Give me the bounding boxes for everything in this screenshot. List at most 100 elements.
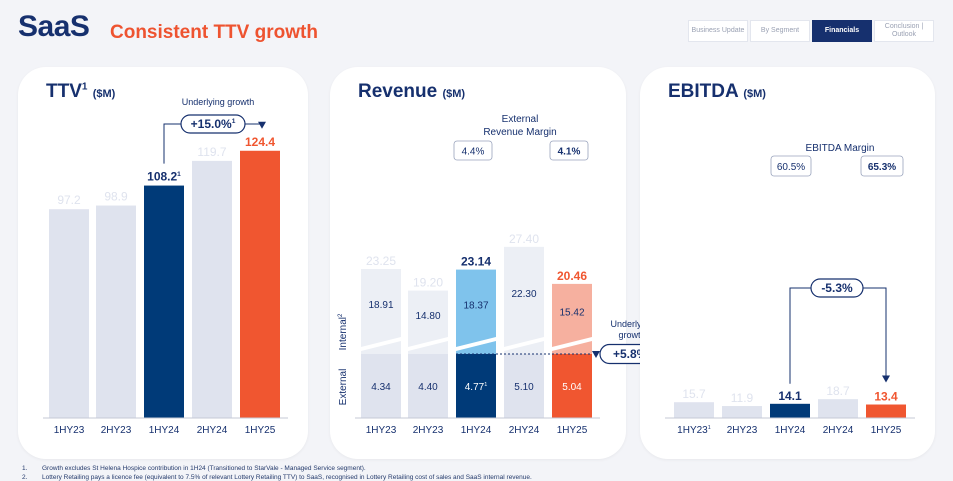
ebitda-x-tick-1HY23: 1HY231 — [677, 425, 711, 436]
revenue-title: Revenue ($M) — [358, 81, 466, 102]
revenue-growth-arrow — [592, 351, 600, 358]
ebitda-bar-1HY23 — [674, 402, 714, 418]
revenue-external-bar-1HY23 — [361, 354, 401, 418]
ebitda-x-tick-2HY24: 2HY24 — [823, 425, 854, 436]
revenue-chart: 4.34 18.91 23.25 1HY23 4.40 14.80 19.20 2HY23 4.… — [338, 114, 665, 436]
ebitda-annotation-pill — [810, 278, 864, 298]
revenue-annotation-label-line2: growth — [618, 330, 645, 340]
page-title: Consistent TTV growth — [110, 22, 318, 43]
revenue-internal-bar-2HY24 — [504, 246, 544, 354]
revenue-external-bar-1HY24 — [456, 354, 496, 418]
revenue-margin-value-1HY25-box — [549, 140, 589, 161]
ebitda-annotation-arrow — [882, 375, 890, 383]
ebitda-margin-value-1HY25-box — [860, 155, 904, 177]
revenue-external-bar-2HY24 — [504, 354, 544, 418]
revenue-external-bar-2HY23 — [408, 354, 448, 418]
revenue-axis-label-internal: Internal2 — [338, 313, 349, 350]
revenue-margin-value-1HY23: 4.4% — [462, 147, 485, 158]
revenue-annotation-label: Underlying — [610, 319, 653, 329]
revenue-margin-title: External — [502, 114, 539, 125]
ebitda-annotation-value: -5.3% — [821, 281, 853, 295]
ttv-bar-2HY23 — [96, 205, 136, 418]
revenue-total-label-1HY24: 23.14 — [461, 255, 491, 269]
footnote-1: 1. Growth excludes St Helena Hospice cont… — [22, 465, 366, 472]
ttv-panel: TTV1 ($M) 97.2 1HY23 98.9 2HY23 108.21 1HY24 1… — [18, 67, 308, 459]
ttv-value-label-2HY24: 119.7 — [197, 145, 226, 159]
ebitda-bar-2HY24 — [818, 399, 858, 418]
revenue-external-label-1HY25: 5.04 — [562, 382, 582, 393]
ttv-x-tick-1HY24: 1HY24 — [149, 425, 180, 436]
ttv-value-label-1HY25: 124.4 — [245, 135, 275, 149]
ebitda-bar-1HY25 — [866, 404, 906, 418]
ebitda-title: EBITDA ($M) — [668, 81, 766, 102]
ebitda-bar-2HY23 — [722, 406, 762, 418]
ebitda-value-label-1HY25: 13.4 — [874, 390, 898, 404]
revenue-total-label-2HY24: 27.40 — [509, 232, 539, 246]
revenue-axis-break-2HY24 — [504, 337, 544, 351]
revenue-total-label-2HY23: 19.20 — [413, 276, 443, 290]
brand-title: SaaS — [18, 10, 90, 43]
ttv-bar-1HY25 — [240, 150, 280, 418]
ttv-annotation-value: +15.0%1 — [191, 117, 236, 131]
ebitda-panel: EBITDA ($M) 15.7 1HY231 11.9 2HY23 14.1 1HY24… — [640, 67, 935, 459]
ttv-value-label-1HY23: 97.2 — [57, 193, 81, 207]
ttv-annotation-pill — [180, 114, 246, 134]
tab-conclusion-outlook[interactable]: Conclusion | Outlook — [874, 20, 934, 42]
ebitda-margin-value-1HY23-box — [770, 155, 812, 177]
revenue-internal-label-2HY23: 14.80 — [415, 311, 440, 322]
ebitda-x-tick-1HY24: 1HY24 — [775, 425, 806, 436]
revenue-margin-value-1HY23-box — [453, 140, 493, 161]
revenue-axis-break-2HY23 — [408, 337, 448, 351]
ttv-title: TTV1 ($M) — [46, 81, 116, 102]
ebitda-value-label-2HY23: 11.9 — [731, 391, 754, 405]
ttv-x-tick-2HY23: 2HY23 — [101, 425, 132, 436]
tab-financials[interactable]: Financials — [812, 20, 872, 42]
revenue-x-tick-1HY25: 1HY25 — [557, 425, 588, 436]
revenue-external-label-1HY24: 4.771 — [465, 382, 488, 393]
footnote-2: 2. Lottery Retailing pays a licence fee (… — [22, 474, 532, 481]
revenue-axis-break-1HY24 — [456, 337, 496, 351]
revenue-panel: Revenue ($M) 4.34 18.91 23.25 1HY23 4.40 14.8… — [330, 67, 665, 459]
ttv-value-label-1HY24: 108.21 — [147, 170, 181, 184]
ttv-annotation-label: Underlying growth — [182, 97, 255, 107]
revenue-axis-label-external: External — [338, 369, 349, 406]
ebitda-value-label-1HY23: 15.7 — [682, 387, 706, 401]
revenue-external-bar-1HY25 — [552, 354, 592, 418]
ebitda-x-tick-2HY23: 2HY23 — [727, 425, 758, 436]
ttv-bar-1HY23 — [49, 209, 89, 418]
ebitda-margin-value-1HY25: 65.3% — [868, 162, 896, 173]
tab-by-segment[interactable]: By Segment — [750, 20, 810, 42]
revenue-axis-break-1HY23 — [361, 337, 401, 351]
ttv-x-tick-2HY24: 2HY24 — [197, 425, 228, 436]
ebitda-margin-title: EBITDA Margin — [806, 143, 875, 154]
ebitda-margin-value-1HY23: 60.5% — [777, 162, 805, 173]
revenue-total-label-1HY25: 20.46 — [557, 269, 587, 283]
revenue-margin-value-1HY25: 4.1% — [558, 147, 581, 158]
revenue-internal-label-1HY23: 18.91 — [368, 300, 393, 311]
ttv-x-tick-1HY23: 1HY23 — [54, 425, 85, 436]
ebitda-x-tick-1HY25: 1HY25 — [871, 425, 902, 436]
revenue-external-label-1HY23: 4.34 — [371, 382, 391, 393]
ebitda-value-label-1HY24: 14.1 — [778, 389, 802, 403]
revenue-x-tick-1HY23: 1HY23 — [366, 425, 397, 436]
ttv-bar-1HY24 — [144, 185, 184, 418]
ttv-x-tick-1HY25: 1HY25 — [245, 425, 276, 436]
revenue-x-tick-2HY24: 2HY24 — [509, 425, 540, 436]
revenue-margin-title-line2: Revenue Margin — [483, 127, 556, 138]
tab-business-update[interactable]: Business Update — [688, 20, 748, 42]
revenue-internal-label-1HY25: 15.42 — [559, 307, 584, 318]
ebitda-chart: 15.7 1HY231 11.9 2HY23 14.1 1HY24 18.7 2HY24 13.… — [665, 143, 915, 436]
nav-tabs: Business Update By Segment Financials Co… — [688, 20, 934, 42]
ttv-annotation-arrow — [258, 121, 266, 129]
revenue-x-tick-2HY23: 2HY23 — [413, 425, 444, 436]
ebitda-annotation-connector — [789, 287, 887, 384]
ttv-value-label-2HY23: 98.9 — [104, 190, 128, 204]
ttv-chart: 97.2 1HY23 98.9 2HY23 108.21 1HY24 119.7 2HY24 1… — [43, 97, 288, 436]
revenue-internal-label-2HY24: 22.30 — [511, 289, 536, 300]
ebitda-bar-1HY24 — [770, 403, 810, 418]
revenue-external-label-2HY23: 4.40 — [418, 382, 438, 393]
revenue-internal-label-1HY24: 18.37 — [463, 300, 488, 311]
revenue-x-tick-1HY24: 1HY24 — [461, 425, 492, 436]
revenue-external-label-2HY24: 5.10 — [514, 382, 534, 393]
ttv-bar-2HY24 — [192, 160, 232, 418]
